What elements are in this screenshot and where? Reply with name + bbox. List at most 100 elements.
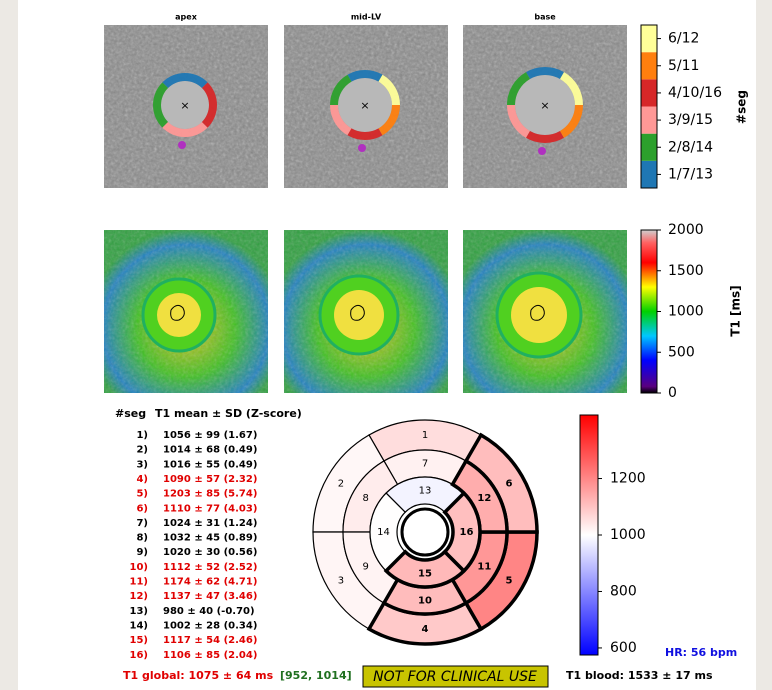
- row-value: 1106 ± 85 (2.04): [163, 650, 257, 661]
- annotations: apex mid-LV base 1/7/13 2/8/14 3/9/15 4/10/16 5…: [115, 13, 749, 688]
- row-number: 3): [136, 459, 148, 470]
- segment-number: 15: [418, 569, 432, 580]
- segment-color: [641, 79, 657, 107]
- global-t1: T1 global: 1075 ± 64 ms: [123, 669, 274, 682]
- segment-number: 16: [460, 527, 474, 538]
- rv-insertion: [358, 144, 366, 152]
- segment-number: 14: [377, 527, 390, 538]
- table-header: T1 mean ± SD (Z-score): [155, 407, 302, 420]
- colorbar-title: #seg: [735, 90, 749, 124]
- blood-map: [157, 293, 201, 337]
- segment-color: [641, 52, 657, 80]
- blood-pool: [161, 81, 209, 129]
- segment-number: 2: [338, 479, 344, 490]
- row-number: 15): [130, 635, 149, 646]
- row-number: 5): [136, 489, 148, 500]
- warning-box: [362, 665, 549, 688]
- row-value: 1024 ± 31 (1.24): [163, 518, 257, 529]
- segment-number: 13: [419, 486, 432, 497]
- segment-ring: [378, 74, 400, 105]
- row-number: 12): [130, 591, 149, 602]
- bullseye-colorbar: [579, 414, 599, 656]
- blood-map: [511, 287, 567, 343]
- segment-ring: [560, 105, 583, 138]
- heart-rate: HR: 56 bpm: [665, 646, 737, 659]
- tick-label: 500: [668, 344, 695, 360]
- row-value: 1032 ± 45 (0.89): [163, 533, 257, 544]
- colorbar-frame: [640, 24, 658, 189]
- slice-title: base: [534, 13, 556, 22]
- segment-label: 2/8/14: [668, 139, 713, 155]
- segment-ring: [378, 105, 400, 136]
- row-number: 7): [136, 518, 148, 529]
- row-value: 1174 ± 62 (4.71): [163, 577, 257, 588]
- segment-number: 4: [422, 624, 429, 635]
- rv-insertion: [178, 141, 186, 149]
- segment-ring: [347, 70, 383, 82]
- tick-label: 600: [610, 640, 637, 656]
- segment-color: [641, 106, 657, 134]
- row-value: 1002 ± 28 (0.34): [163, 620, 257, 631]
- row-number: 14): [130, 620, 149, 631]
- segment-ring: [526, 130, 564, 143]
- row-number: 10): [130, 562, 149, 573]
- segment-ring: [507, 72, 530, 105]
- row-value: 1056 ± 99 (1.67): [163, 430, 257, 441]
- segment-number: 1: [422, 430, 428, 441]
- segment-label: 1/7/13: [668, 166, 713, 182]
- t1-colorbar: [640, 229, 658, 394]
- segment-ring: [162, 121, 208, 137]
- roi-contour: [170, 304, 185, 321]
- images: × × ×: [104, 25, 627, 393]
- tick-label: 2000: [668, 222, 704, 238]
- row-value: 1016 ± 55 (0.49): [163, 459, 257, 470]
- segment-color: [641, 25, 657, 53]
- tick-label: 1000: [610, 527, 646, 543]
- tick-label: 0: [668, 385, 677, 401]
- row-value: 1110 ± 77 (4.03): [163, 503, 257, 514]
- row-number: 9): [136, 547, 148, 558]
- slice-title: mid-LV: [351, 13, 382, 22]
- row-number: 6): [136, 503, 148, 514]
- segment-number: 7: [422, 459, 428, 470]
- segment-ring: [507, 105, 530, 138]
- segment-color: [641, 160, 657, 188]
- segment-number: 11: [477, 561, 491, 572]
- table-header: #seg: [115, 407, 146, 420]
- row-value: 1014 ± 68 (0.49): [163, 445, 257, 456]
- segment-number: 3: [338, 576, 344, 587]
- warning: NOT FOR CLINICAL USE: [373, 669, 537, 685]
- row-number: 4): [136, 474, 148, 485]
- row-value: 1112 ± 52 (2.52): [163, 562, 257, 573]
- bullseye-hole: [400, 507, 450, 557]
- center-mark: ×: [180, 99, 189, 112]
- row-value: 980 ± 40 (-0.70): [163, 606, 255, 617]
- segment-label: 3/9/15: [668, 112, 713, 128]
- row-number: 8): [136, 533, 148, 544]
- segment-label: 6/12: [668, 31, 699, 47]
- tick-label: 1500: [668, 263, 704, 279]
- row-number: 13): [130, 606, 149, 617]
- segment-ring: [560, 72, 583, 105]
- row-value: 1137 ± 47 (3.46): [163, 591, 257, 602]
- segment-color: [641, 133, 657, 161]
- segment-ring: [330, 74, 352, 105]
- tick-label: 1000: [668, 304, 704, 320]
- segment-ring: [330, 105, 352, 136]
- segment-ring: [347, 128, 383, 140]
- segment-number: 8: [362, 493, 368, 504]
- center-mark: ×: [360, 99, 369, 112]
- segment-ring: [201, 82, 217, 128]
- colorbar-title: T1 [ms]: [729, 285, 743, 336]
- blood-map: [334, 290, 384, 340]
- segment-number: 10: [418, 596, 432, 607]
- row-number: 2): [136, 445, 148, 456]
- tick-label: 1200: [610, 471, 646, 487]
- roi-contour: [350, 304, 365, 321]
- blood-pool: [338, 78, 392, 132]
- segment-number: 9: [362, 561, 368, 572]
- segment-ring: [152, 82, 169, 128]
- row-number: 1): [136, 430, 148, 441]
- row-number: 11): [130, 577, 149, 588]
